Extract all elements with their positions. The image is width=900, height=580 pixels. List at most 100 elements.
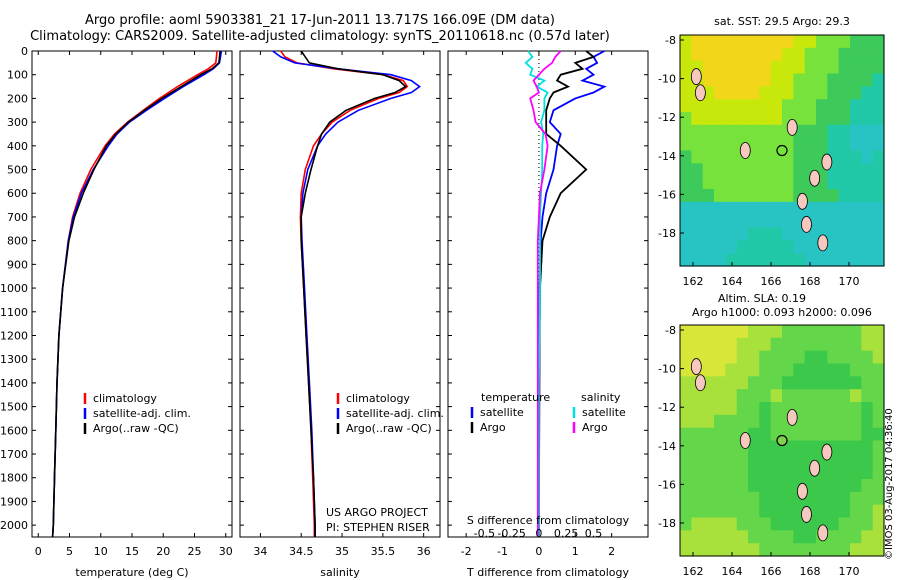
map-cell [702,73,715,87]
map-cell [850,189,862,203]
map-cell [691,325,704,339]
map-cell [872,214,885,229]
map-cell [804,453,817,467]
map-cell [714,543,726,557]
x-tick-label: 5 [66,545,73,558]
map-cell [850,466,862,480]
map-cell [816,214,828,229]
map-cell [759,73,772,87]
map-cell [872,427,885,442]
x-tick-label: 2 [608,545,615,558]
map-cell [759,517,772,531]
map-cell [850,150,862,164]
map-cell [816,253,828,267]
map-cell [691,201,704,216]
map-cell [736,479,749,493]
map-cell [838,253,851,267]
map-cell [702,479,715,493]
map-cell [725,253,738,267]
map-cell [793,124,806,139]
map-cell [691,227,704,241]
map-cell [691,414,704,429]
map-cell [816,86,828,100]
map-cell [838,414,851,429]
map-cell [714,86,726,100]
map-cell [861,402,874,416]
map-cell [816,402,828,416]
depth-tick-label: 1700 [0,448,28,461]
map-cell [861,389,874,403]
map-cell [782,176,794,190]
map-cell [714,491,726,506]
map-cell [782,466,794,480]
imos-stamp: ©IMOS 03-Aug-2017 04:36:40 [884,408,895,560]
map-cell [861,112,874,126]
map-cell [872,253,885,267]
map-cell [850,414,862,429]
map-cell [816,124,828,139]
island-shape [821,153,833,171]
map-cell [816,440,828,454]
map-cell [838,176,851,190]
map-cell [816,60,828,75]
map-cell [838,35,851,49]
map-cell [759,466,772,480]
map-cell [770,124,783,139]
map-cell [736,73,749,87]
map-cell [736,60,749,75]
map-cell [782,325,794,339]
map-cell [691,35,704,49]
map-cell [725,389,738,403]
map-cell [793,402,806,416]
map-cell [680,543,692,557]
map-x-tick-label: 168 [800,565,821,578]
map-cell [725,543,738,557]
map-cell [861,363,874,377]
s-tick-label: -0.25 [497,527,525,540]
map-cell [748,112,760,126]
map-cell [861,214,874,229]
map-cell [804,479,817,493]
map-cell [850,99,862,113]
map-cell [691,453,704,467]
map-cell [714,47,726,62]
map-cell [725,35,738,49]
map-cell [714,189,726,203]
map-cell [691,124,704,139]
map-cell [725,73,738,87]
depth-tick-label: 2000 [0,519,28,532]
map-cell [691,402,704,416]
map-cell [861,530,874,544]
map-cell [680,491,692,506]
map-cell [850,402,862,416]
map-cell [691,504,704,519]
island-shape [809,459,821,477]
map-y-tick-label: -18 [658,517,676,530]
map-cell [736,414,749,429]
map-cell [827,124,840,139]
depth-tick-label: 1600 [0,424,28,437]
map-cell [748,440,760,454]
map-cell [827,479,840,493]
map-cell [827,99,840,113]
map-cell [714,201,726,216]
map-cell [872,325,885,339]
map-cell [714,73,726,87]
map-x-tick-label: 162 [683,275,704,288]
x-tick-label: 0 [35,545,42,558]
map-cell [748,86,760,100]
map-cell [770,376,783,390]
map-cell [759,530,772,544]
map-cell [861,150,874,164]
x-tick-label: -1 [497,545,508,558]
map-cell [714,504,726,519]
map-cell [850,163,862,177]
map-cell [691,491,704,506]
series-s-satellite [524,50,549,537]
map-cell [827,35,840,49]
map-cell [782,112,794,126]
map-cell [748,504,760,519]
map-cell [827,337,840,352]
map-cell [748,214,760,229]
map-cell [691,112,704,126]
